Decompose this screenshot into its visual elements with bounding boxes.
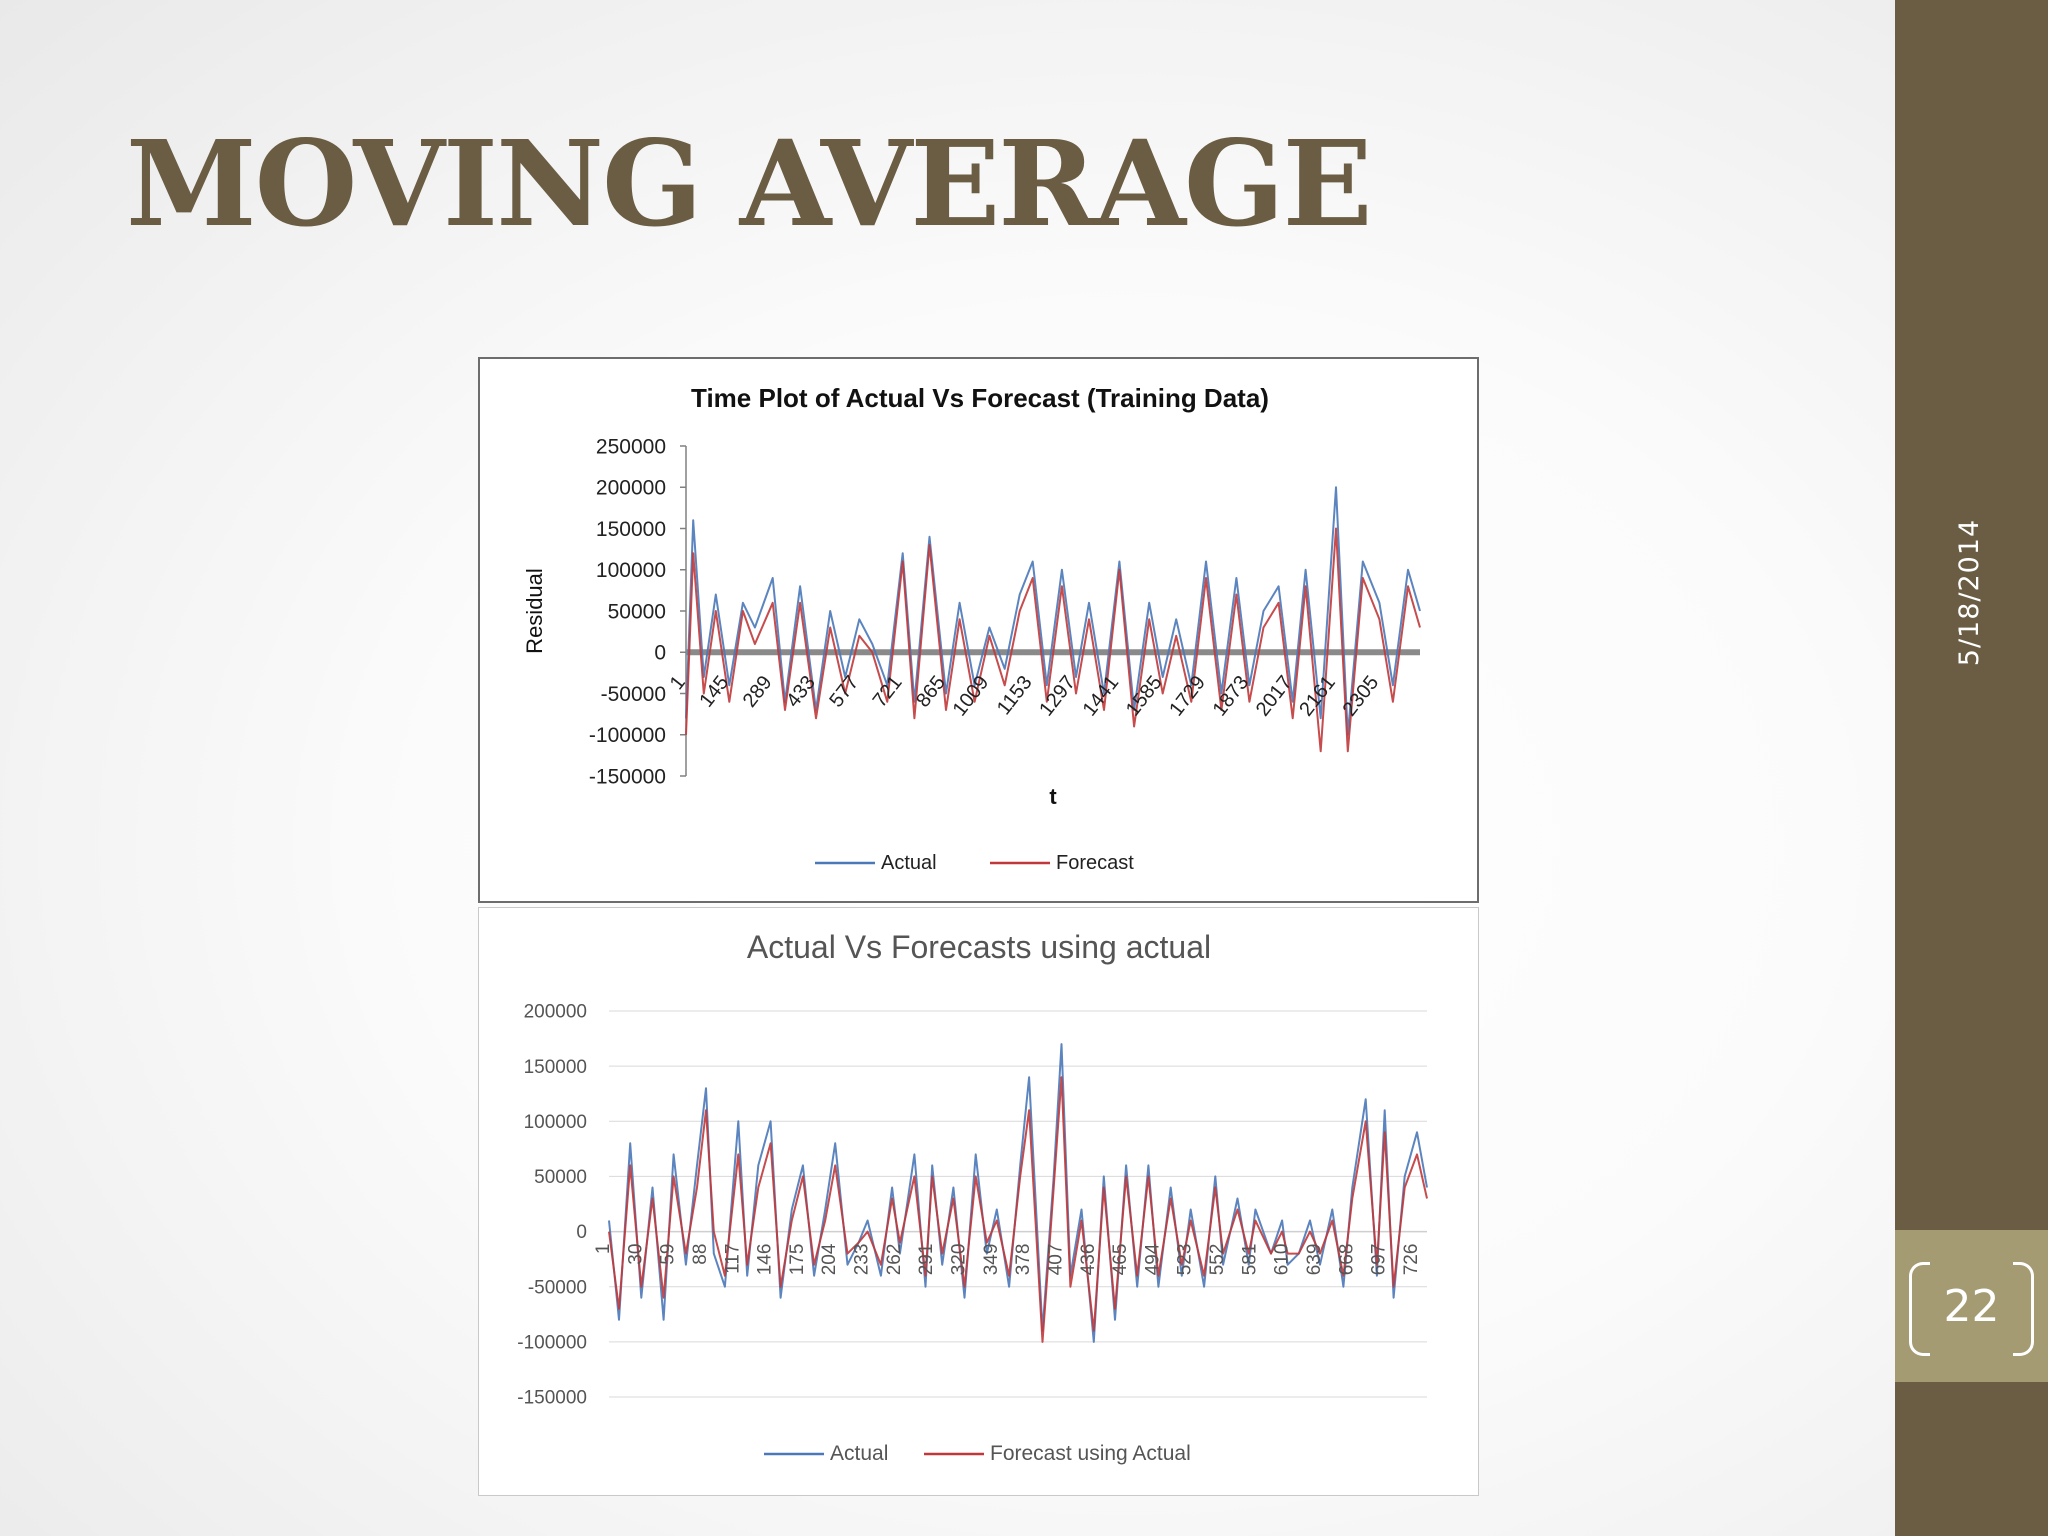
x-tick-label: 204 [819,1243,840,1275]
y-tick-label: -100000 [589,724,666,747]
x-tick-label: 320 [949,1244,970,1276]
x-tick-label: 1153 [993,672,1037,719]
x-tick-label: 59 [658,1244,679,1265]
x-tick-label: 233 [852,1244,873,1276]
y-tick-label: 150000 [524,1057,587,1078]
y-tick-label: 50000 [534,1167,587,1188]
chart-training-panel: Time Plot of Actual Vs Forecast (Trainin… [478,357,1479,903]
x-tick-label: 2161 [1295,672,1340,721]
x-tick-label: 262 [884,1244,905,1276]
x-tick-label: 436 [1078,1244,1099,1276]
y-tick-label: 150000 [596,518,666,541]
x-tick-label: 117 [722,1244,743,1274]
chart-training-svg: Time Plot of Actual Vs Forecast (Trainin… [522,383,1421,874]
x-tick-label: 721 [869,672,907,712]
y-tick-label: 200000 [524,1002,587,1023]
x-tick-label: 30 [625,1244,646,1265]
y-axis-label: Residual [522,568,547,654]
page-number: 22 [1943,1280,2000,1332]
chart-title: Actual Vs Forecasts using actual [747,929,1211,965]
legend-label: Forecast [1056,852,1134,874]
x-tick-label: 146 [755,1244,776,1276]
x-tick-label: 88 [690,1244,711,1265]
page-number-box: 22 [1895,1230,2048,1382]
x-tick-label: 523 [1175,1244,1196,1276]
x-tick-label: 291 [916,1244,937,1276]
x-tick-label: 697 [1369,1244,1390,1276]
x-tick-label: 465 [1110,1244,1131,1276]
x-tick-label: 726 [1401,1244,1422,1276]
x-tick-label: 1 [593,1244,614,1255]
x-tick-label: 668 [1336,1244,1357,1276]
page-bracket-left [1909,1262,1930,1356]
chart-forecast-svg: Actual Vs Forecasts using actual -150000 -… [517,929,1428,1465]
y-tick-label: 100000 [596,559,666,582]
y-tick-label: -50000 [601,683,666,706]
y-tick-label: 100000 [524,1112,587,1133]
series-line-forecast [608,1076,1428,1343]
y-tick-label: 0 [576,1222,587,1243]
y-tick-label: 50000 [608,600,666,623]
y-tick-label: -100000 [517,1333,587,1354]
slide-date-text: 5/18/2014 [1954,518,1986,666]
x-tick-label: 494 [1142,1243,1163,1275]
page-bracket-right [2013,1262,2034,1356]
y-tick-label: 200000 [596,477,666,500]
series-line-actual [685,486,1421,736]
y-tick-label: 250000 [596,435,666,458]
x-tick-label: 577 [825,672,863,712]
x-tick-label: 407 [1045,1244,1066,1276]
chart-title: Time Plot of Actual Vs Forecast (Trainin… [691,383,1269,413]
y-tick-label: -50000 [528,1277,587,1298]
x-tick-label: 1729 [1165,672,1210,721]
x-tick-label: 581 [1239,1244,1260,1276]
x-axis-label: t [1049,784,1057,809]
series-line-forecast [685,527,1421,753]
legend-label: Actual [830,1442,888,1465]
legend-label: Forecast using Actual [990,1442,1191,1465]
x-tick-label: 1441 [1079,672,1124,721]
x-tick-label: 289 [739,672,777,712]
x-tick-label: 349 [981,1244,1002,1276]
x-tick-label: 610 [1272,1244,1293,1276]
y-tick-label: 0 [654,642,666,665]
legend-label: Actual [881,852,937,874]
x-tick-label: 1009 [949,672,994,721]
y-tick-label: -150000 [517,1388,587,1409]
slide-title: MOVING AVERAGE [126,114,1373,253]
x-tick-label: 378 [1013,1244,1034,1276]
slide-date: 5/18/2014 [1930,512,2010,672]
x-tick-label: 175 [787,1244,808,1276]
chart-forecast-panel: Actual Vs Forecasts using actual -150000 -… [478,907,1479,1496]
x-tick-label: 552 [1207,1244,1228,1276]
x-tick-label: 639 [1304,1244,1325,1276]
y-tick-label: -150000 [589,765,666,788]
